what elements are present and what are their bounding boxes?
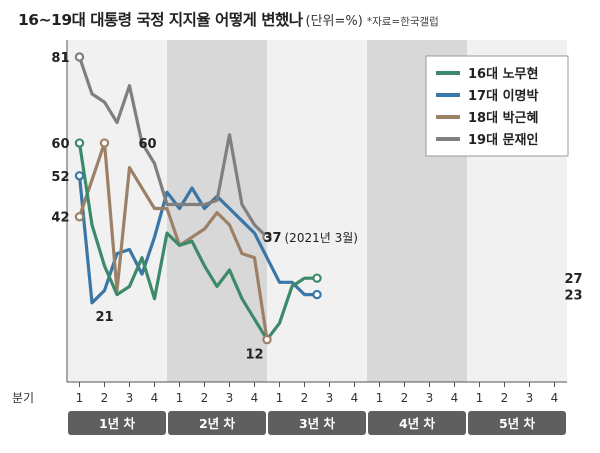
unit-label: (단위=%)	[305, 14, 363, 29]
series-2-start-point	[74, 171, 85, 181]
year-label-2: 2년 차	[199, 416, 236, 431]
quarter-label-18: 2	[501, 391, 509, 405]
year-box-1	[68, 411, 166, 435]
label-moon-end: 37	[264, 231, 282, 246]
quarter-label-20: 4	[551, 391, 559, 405]
year-box-5	[468, 411, 566, 435]
quarter-label-8: 4	[251, 391, 259, 405]
quarter-label-14: 2	[401, 391, 409, 405]
chart-title: 16~19대 대통령 국정 지지율 어떻게 변했나	[18, 11, 303, 29]
quarter-label-16: 4	[451, 391, 459, 405]
legend-item-4: 19대 문재인	[468, 132, 538, 148]
year-box-2	[168, 411, 266, 435]
label-lee-start: 52	[51, 170, 69, 185]
series-line-3	[77, 141, 269, 342]
series-1-end-point	[312, 273, 322, 283]
quarter-label-5: 1	[176, 391, 184, 405]
quarter-label-19: 3	[526, 391, 534, 405]
quarter-label-4: 4	[151, 391, 159, 405]
chart-header: 16~19대 대통령 국정 지지율 어떻게 변했나 (단위=%) *자료=한국갤럽	[18, 8, 598, 38]
label-park-peak: 60	[139, 137, 157, 152]
label-lee-low: 21	[95, 310, 113, 325]
legend-item-3: 18대 박근혜	[468, 110, 538, 126]
series-3-peak-point	[99, 138, 110, 148]
series-1-start-point	[74, 138, 85, 148]
year-band-3	[267, 40, 367, 382]
quarter-label-1: 1	[76, 391, 84, 405]
label-park-start: 42	[51, 211, 69, 226]
series-4-start-point	[74, 52, 85, 62]
quarter-label-7: 3	[226, 391, 234, 405]
year-label-5: 5년 차	[499, 416, 536, 431]
label-park-end: 12	[245, 348, 263, 363]
quarter-label-13: 1	[376, 391, 384, 405]
legend-item-1: 16대 노무현	[468, 66, 538, 82]
series-2-end-point	[312, 289, 322, 300]
quarter-label-15: 3	[426, 391, 434, 405]
year-label-3: 3년 차	[299, 416, 336, 431]
label-moon-start: 81	[51, 51, 69, 66]
series-3-start-point	[74, 212, 85, 222]
series-3-end-point	[262, 334, 272, 345]
source-label: *자료=한국갤럽	[366, 16, 439, 28]
year-label-4: 4년 차	[399, 416, 436, 431]
quarter-label-2: 2	[101, 391, 109, 405]
year-box-3	[268, 411, 366, 435]
label-roh-start: 60	[51, 137, 69, 152]
quarter-label-10: 2	[301, 391, 309, 405]
series-line-2	[77, 174, 319, 305]
series-4-end-point	[262, 232, 272, 242]
label-roh-end: 27	[565, 272, 583, 287]
quarter-label-9: 1	[276, 391, 284, 405]
series-line-1	[77, 141, 319, 342]
label-lee-end: 23	[565, 289, 583, 304]
year-label-1: 1년 차	[99, 416, 136, 431]
quarter-label-3: 3	[126, 391, 134, 405]
quarter-label-6: 2	[201, 391, 209, 405]
x-axis-label: 분기	[12, 391, 34, 405]
quarter-label-17: 1	[476, 391, 484, 405]
label-moon-end-note: (2021년 3월)	[285, 231, 358, 245]
quarter-label-11: 3	[326, 391, 334, 405]
series-line-4	[77, 55, 269, 239]
year-box-4	[368, 411, 466, 435]
legend-item-2: 17대 이명박	[468, 88, 538, 104]
quarter-label-12: 4	[351, 391, 359, 405]
